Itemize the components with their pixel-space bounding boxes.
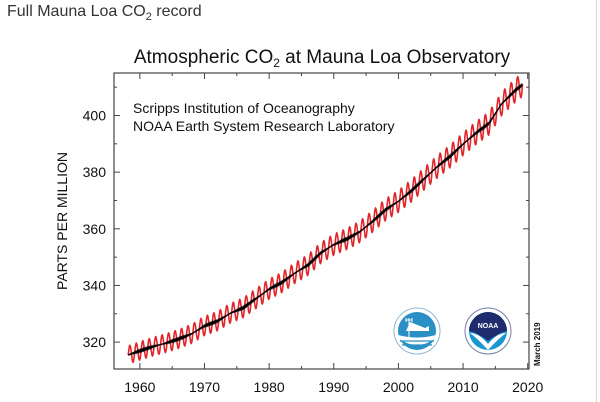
y-tick-label: 340 <box>83 277 107 293</box>
caption-text: Full Mauna Loa CO <box>7 3 146 20</box>
figure-caption: Full Mauna Loa CO2 record <box>7 3 202 23</box>
x-tick-label: 2000 <box>383 379 414 395</box>
x-tick-label: 1960 <box>124 379 155 395</box>
y-tick-label: 380 <box>83 164 107 180</box>
trend-line <box>128 82 524 356</box>
y-tick-label: 360 <box>83 221 107 237</box>
plot-frame <box>113 72 530 370</box>
noaa-logo: NOAA <box>464 307 512 355</box>
y-tick-label: 320 <box>83 334 107 350</box>
x-tick-label: 1980 <box>254 379 285 395</box>
date-stamp: March 2019 <box>533 322 542 366</box>
x-tick-label: 2010 <box>447 379 478 395</box>
caption-subscript: 2 <box>145 11 152 24</box>
caption-suffix: record <box>151 3 202 20</box>
chart-title: Atmospheric CO2 at Mauna Loa Observatory <box>134 47 511 70</box>
scripps-logo <box>393 307 441 355</box>
y-axis-label: PARTS PER MILLION <box>54 152 70 290</box>
x-tick-label: 1990 <box>318 379 349 395</box>
scrollbar-track <box>596 0 597 402</box>
svg-text:NOAA: NOAA <box>478 323 499 330</box>
x-tick-label: 2020 <box>512 379 543 395</box>
x-tick-labels: 1960 1970 1980 1990 2000 2010 2020 <box>124 379 543 395</box>
y-tick-labels: 320 340 360 380 400 <box>83 107 107 350</box>
source-line-2: NOAA Earth System Research Laboratory <box>133 118 394 134</box>
source-line-1: Scripps Institution of Oceanography <box>133 100 355 116</box>
x-tick-label: 1970 <box>189 379 220 395</box>
y-tick-label: 400 <box>83 107 107 123</box>
axis-ticks <box>114 73 529 369</box>
